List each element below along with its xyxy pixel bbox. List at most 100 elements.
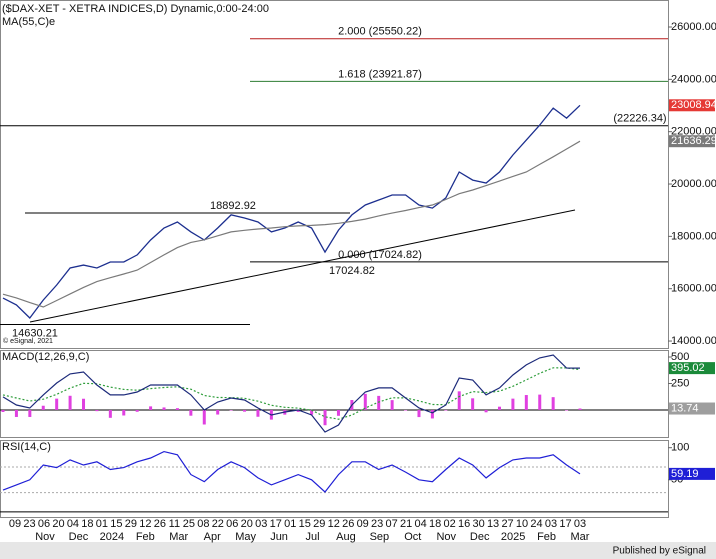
x-tick-label: 26 [342,518,354,530]
x-tick-label: 09 [357,518,369,530]
series-line [2,450,581,493]
x-tick-label: 12 [139,518,151,530]
y-tick-label: 16000.00 [671,283,716,295]
swing-low-label: 17024.82 [329,265,375,277]
x-tick-label: 20 [52,518,64,530]
histogram-bar [135,409,139,412]
rsi-title: RSI(14,C) [2,441,51,453]
histogram-bar [457,391,461,410]
x-month-label: Mar [571,531,590,543]
x-tick-label: 17 [559,518,571,530]
histogram-bar [310,409,314,415]
x-month-label: Jul [305,531,319,543]
last-value-label: 23008.94 [671,99,716,111]
x-tick-label: 25 [183,518,195,530]
x-tick-label: 29 [125,518,137,530]
x-tick-label: 10 [516,518,528,530]
last-value-label: 13.74 [671,402,699,414]
x-tick-label: 08 [197,518,209,530]
x-month-label: Jun [270,531,288,543]
histogram-bar [565,409,569,411]
x-month-label: Apr [204,531,221,543]
x-tick-label: 23 [23,518,35,530]
x-tick-label: 30 [472,518,484,530]
x-tick-label: 04 [415,518,427,530]
histogram-bar [444,409,448,411]
price-panel [0,0,669,349]
x-tick-label: 12 [328,518,340,530]
series-line [2,140,581,308]
x-tick-label: 17 [270,518,282,530]
level-label: 1.618 (23921.87) [338,68,422,80]
y-tick-label: 26000.00 [671,21,716,33]
x-month-label: Oct [404,531,421,543]
y-tick-label: 14000.00 [671,335,716,347]
x-tick-label: 04 [67,518,79,530]
histogram-bar [296,409,300,412]
histogram-bar [175,408,179,410]
level-label: 2.000 (25550.22) [338,26,422,38]
histogram-bar [243,409,247,412]
x-tick-label: 07 [386,518,398,530]
y-tick-label: 500 [671,351,689,363]
x-month-label: Mar [169,531,188,543]
macd-panel [0,350,669,438]
last-value-box [669,467,715,480]
y-tick-label: 100 [671,442,689,454]
histogram-bar [82,398,86,410]
histogram-bar [377,395,381,410]
histogram-bar [323,409,327,426]
series-line [2,367,581,420]
x-tick-label: 15 [299,518,311,530]
histogram-bar [149,406,153,410]
histogram-bar [511,398,515,410]
level-label: 0.000 (17024.82) [338,249,422,261]
y-tick-label: 250 [671,377,689,389]
histogram-bar [551,397,555,410]
last-value-label: 21636.29 [671,135,716,147]
y-tick-label: 18000.00 [671,230,716,242]
x-tick-label: 27 [501,518,513,530]
histogram-bar [28,409,32,417]
x-tick-label: 18 [81,518,93,530]
histogram-bar [404,409,408,411]
x-tick-label: 23 [371,518,383,530]
last-value-box [669,135,715,148]
last-value-label: 59.19 [671,468,699,480]
x-tick-label: 01 [284,518,296,530]
last-value-box [669,402,715,415]
x-month-label: May [235,531,256,543]
x-month-label: Feb [136,531,155,543]
histogram-bar [216,409,220,415]
footer: Published by eSignal [613,546,706,557]
histogram-bar [471,398,475,410]
histogram-bar [122,409,126,416]
footer-bar [0,542,716,559]
level-label: (22226.34) [613,113,666,125]
histogram-bar [162,407,166,410]
histogram-bar [256,409,260,417]
trend-line [29,209,576,323]
x-month-label: Dec [69,531,89,543]
x-month-label: Feb [537,531,556,543]
x-tick-label: 03 [255,518,267,530]
series-line [2,354,581,433]
x-tick-label: 29 [313,518,325,530]
x-tick-label: 24 [530,518,542,530]
series-line [2,104,581,319]
histogram-bar [417,409,421,418]
histogram-bar [336,409,340,416]
level-label: 14630.21 [12,327,58,339]
y-tick-label: 24000.00 [671,73,716,85]
histogram-bar [41,405,45,410]
x-tick-label: 18 [429,518,441,530]
x-tick-label: 02 [443,518,455,530]
x-month-label: Dec [470,531,490,543]
x-tick-label: 09 [9,518,21,530]
last-value-box [669,362,715,375]
histogram-bar [189,409,193,416]
histogram-bar [484,409,488,413]
histogram-bar [108,409,112,418]
x-tick-label: 22 [212,518,224,530]
